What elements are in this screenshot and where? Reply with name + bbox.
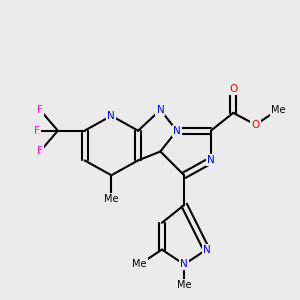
Text: Me: Me [271, 105, 285, 115]
Text: N: N [173, 126, 181, 136]
Text: F: F [37, 105, 43, 115]
Text: N: N [202, 244, 210, 255]
Text: N: N [157, 105, 164, 115]
Text: Me: Me [177, 280, 191, 290]
Text: N: N [180, 260, 188, 269]
Text: F: F [34, 126, 40, 136]
Text: N: N [107, 111, 115, 121]
Text: N: N [207, 155, 215, 165]
Text: O: O [229, 84, 237, 94]
Text: Me: Me [104, 194, 118, 204]
Text: Me: Me [132, 260, 147, 269]
Text: F: F [37, 146, 43, 157]
Text: O: O [251, 120, 260, 130]
